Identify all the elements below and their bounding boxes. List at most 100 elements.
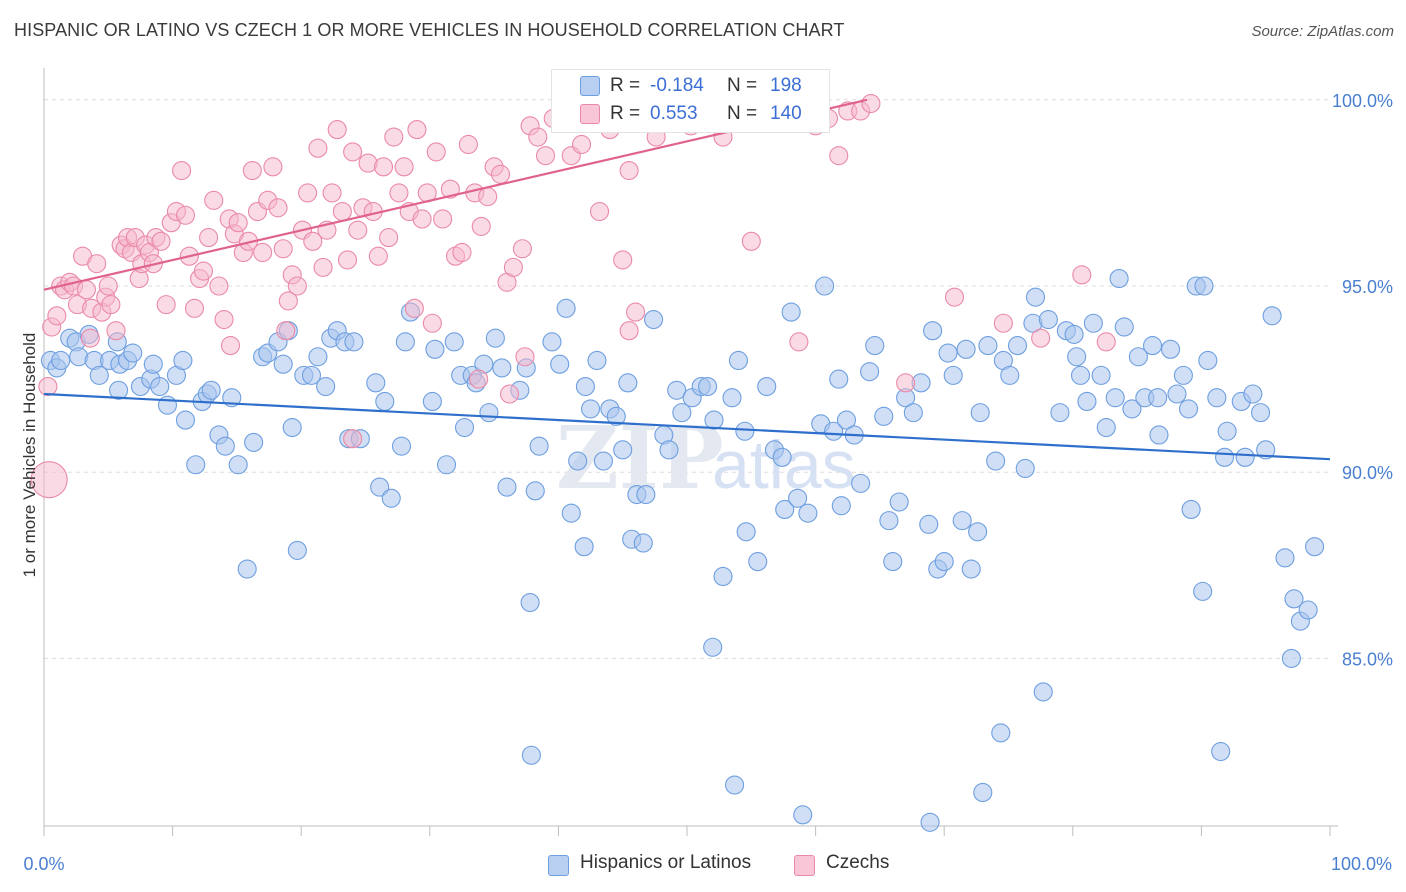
hispanic-point <box>422 391 442 411</box>
hispanic-point <box>781 302 801 322</box>
hispanic-point <box>775 499 795 519</box>
hispanic-point <box>956 339 976 359</box>
hispanic-point <box>938 343 958 363</box>
czech-point <box>98 276 118 296</box>
y-axis-label: 1 or more Vehicles in Household <box>20 332 39 578</box>
hispanic-point <box>757 377 777 397</box>
czech-point <box>407 120 427 140</box>
czech-point <box>590 201 610 222</box>
hispanic-point <box>1105 388 1125 408</box>
hispanic-point <box>1091 365 1111 385</box>
hispanic-point <box>109 380 129 400</box>
czech-point <box>87 254 107 274</box>
czech-point <box>276 321 296 341</box>
hispanic-point <box>173 350 193 371</box>
hispanic-point <box>1281 648 1301 668</box>
hispanic-point <box>1251 403 1271 423</box>
czech-point <box>512 239 532 259</box>
r-label: R = <box>610 103 641 124</box>
hispanic-point <box>1243 384 1263 404</box>
czech-point <box>38 377 58 397</box>
hispanic-point <box>228 455 248 475</box>
hispanic-point <box>815 276 835 296</box>
hispanic-point <box>798 503 818 523</box>
hispanic-point <box>1235 447 1255 467</box>
hispanic-point <box>1173 365 1193 385</box>
hispanic-point <box>561 503 581 523</box>
legend-row-hispanic: R = -0.184 N = 198 <box>552 72 829 100</box>
hispanic-point <box>1025 287 1046 307</box>
hispanic-point <box>1050 403 1070 423</box>
czech-point <box>1072 265 1092 285</box>
axes <box>43 68 1338 836</box>
hispanic-point <box>1122 399 1142 419</box>
hispanic-point <box>1305 537 1325 557</box>
czech-point <box>861 93 881 114</box>
hispanic-point <box>920 812 940 832</box>
czech-point <box>613 250 633 270</box>
hispanic-point <box>1167 384 1187 404</box>
hispanic-point <box>606 406 626 426</box>
n-label: N = <box>727 103 758 124</box>
hispanic-point <box>1000 365 1020 385</box>
czech-point <box>394 157 414 177</box>
czech-point <box>471 216 491 236</box>
hispanic-point <box>772 447 792 467</box>
czech-point <box>384 127 404 147</box>
hispanic-point <box>865 336 885 356</box>
czech-point <box>278 291 298 311</box>
hispanic-point <box>1298 600 1318 620</box>
hispanic-point <box>391 436 412 456</box>
hispanic-point <box>1194 276 1214 296</box>
hispanic-point <box>201 380 221 400</box>
y-tick-label: 95.0% <box>1342 277 1393 297</box>
hispanic-point <box>923 321 943 341</box>
hispanic-point <box>644 309 664 330</box>
hispanic-point <box>788 488 808 508</box>
hispanic-point <box>1207 388 1227 408</box>
hispanic-point <box>667 380 687 400</box>
czech-point <box>404 298 424 318</box>
hispanic-point <box>287 540 307 560</box>
hispanic-swatch <box>580 76 600 96</box>
czech-swatch <box>580 104 600 124</box>
hispanic-point <box>568 451 588 471</box>
czech-point <box>204 190 224 210</box>
hispanic-point <box>580 399 601 419</box>
hispanic-point <box>282 417 302 438</box>
czech-point <box>944 287 965 307</box>
hispanic-point <box>444 332 464 352</box>
hispanic-point <box>1193 581 1213 601</box>
hispanic-point <box>1007 336 1028 356</box>
n-value: 198 <box>770 75 802 96</box>
hispanic-point <box>479 403 499 423</box>
hispanic-point <box>344 332 364 352</box>
hispanic-point <box>520 593 540 613</box>
hispanic-point <box>1262 306 1282 326</box>
hispanic-point <box>1038 309 1058 330</box>
y-tick-labels: 85.0% 90.0% 95.0% 100.0% <box>1332 91 1393 670</box>
czech-point <box>343 429 363 449</box>
r-value: 0.553 <box>650 103 698 124</box>
hispanic-point <box>883 552 903 572</box>
hispanic-point <box>215 436 235 456</box>
czech-point <box>528 127 548 147</box>
hispanic-point <box>301 365 322 385</box>
czech-point <box>440 179 460 199</box>
hispanic-point <box>375 391 395 411</box>
czech-point <box>47 306 67 326</box>
hispanic-point <box>1083 313 1103 333</box>
hispanic-point <box>735 421 755 441</box>
czech-point <box>151 231 171 251</box>
czech-point <box>273 239 293 259</box>
czech-point <box>389 183 409 203</box>
hispanic-point <box>1198 350 1218 371</box>
legend-row-czech: R = 0.553 N = 140 <box>552 100 829 128</box>
hispanic-point <box>824 421 844 441</box>
hispanic-point <box>587 350 607 371</box>
hispanic-point <box>713 566 733 587</box>
hispanic-point <box>123 343 143 363</box>
hispanic-point <box>525 481 545 501</box>
n-label: N = <box>727 75 758 96</box>
